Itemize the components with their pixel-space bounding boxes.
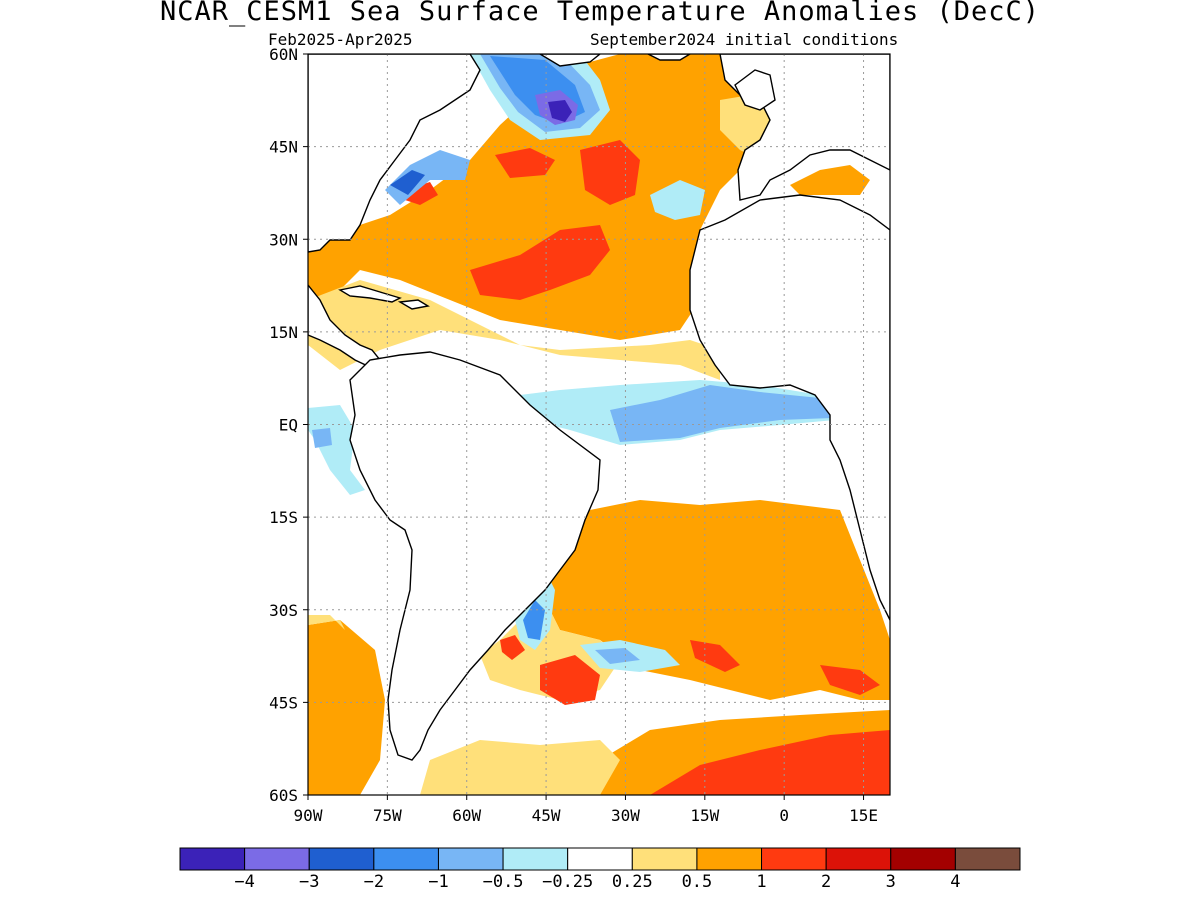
colorbar-label: 4 — [950, 872, 960, 892]
anomaly-region-pacific-cold — [308, 405, 365, 495]
colorbar-swatch — [825, 847, 892, 871]
colorbar-swatch — [761, 847, 827, 871]
anomaly-region-pacific-cold-mid — [312, 428, 332, 448]
anomaly-region-south-cold-mid — [595, 648, 640, 664]
colorbar-label: 1 — [756, 872, 766, 892]
colorbar-label: −0.5 — [483, 872, 524, 892]
greenland — [538, 54, 602, 67]
anomaly-region-brazil-cold-strong — [523, 600, 545, 640]
forecast-period: Feb2025-Apr2025 — [268, 30, 413, 49]
anomaly-region-strong-south-3 — [820, 665, 880, 695]
colorbar-swatch — [631, 847, 698, 871]
lat-tick-label: 15N — [269, 323, 298, 342]
colorbar-swatch — [696, 847, 763, 871]
british-isles — [734, 69, 776, 111]
anomaly-region-labrador-cold-center — [548, 100, 572, 122]
lat-tick-label: 45N — [269, 138, 298, 157]
anomaly-region-southeast-pacific-fringe — [308, 615, 345, 630]
anomaly-region-southeast-pacific — [308, 620, 385, 795]
anomaly-region-gulf — [308, 235, 360, 300]
colorbar-swatch — [437, 847, 504, 871]
hispaniola — [397, 299, 430, 310]
map-title: NCAR_CESM1 Sea Surface Temperature Anoma… — [159, 0, 1041, 27]
anomaly-region-azores-cold — [650, 180, 705, 220]
lat-tick-label: EQ — [279, 416, 298, 435]
lon-tick-label: 75W — [373, 806, 402, 825]
colorbar-label: −3 — [299, 872, 319, 892]
south-america — [349, 351, 601, 761]
africa — [689, 194, 890, 621]
colorbar-label: −2 — [364, 872, 384, 892]
colorbar-label: −4 — [234, 872, 254, 892]
colorbar-swatch — [502, 847, 569, 871]
colorbar-label: 2 — [821, 872, 831, 892]
lon-tick-label: 0 — [779, 806, 789, 825]
anomaly-region-strong-southern — [650, 730, 890, 795]
lat-tick-label: 60S — [269, 786, 298, 805]
colorbar-swatch — [954, 847, 1021, 871]
lat-tick-label: 45S — [269, 693, 298, 712]
colorbar-label: −1 — [428, 872, 448, 892]
lon-tick-label: 15W — [690, 806, 719, 825]
anomaly-region-mediterranean — [790, 165, 870, 195]
anomaly-region-north-atlantic — [330, 54, 800, 340]
anomaly-region-strong-south-1 — [540, 655, 600, 705]
initial-conditions-label: September2024 initial conditions — [590, 30, 899, 49]
anomaly-region-southern-yellow — [420, 740, 620, 795]
lon-tick-label: 30W — [611, 806, 640, 825]
colorbar-swatch — [567, 847, 633, 871]
lon-tick-label: 45W — [532, 806, 561, 825]
lat-tick-label: 15S — [269, 508, 298, 527]
colorbar-label: −0.25 — [542, 872, 593, 892]
anomaly-region-gulfstream-cold-strong — [390, 170, 425, 195]
anomaly-region-equatorial — [610, 385, 832, 442]
coastlines — [308, 54, 890, 761]
anomaly-region-strong-north-3 — [495, 148, 555, 178]
cuba — [338, 285, 402, 303]
colorbar-swatch — [308, 847, 375, 871]
colorbar-label: 0.5 — [682, 872, 713, 892]
colorbar-label: 0.25 — [612, 872, 653, 892]
iceland — [647, 54, 692, 61]
colorbar-swatch — [244, 847, 310, 871]
colorbar: −4 −3 −2 −1 −0.5 −0.25 0.25 0.5 1 2 3 4 — [179, 847, 1021, 892]
colorbar-label: 3 — [886, 872, 896, 892]
anomaly-region-strong-north-1 — [470, 225, 610, 300]
lon-tick-label: 15E — [849, 806, 878, 825]
lon-tick-label: 60W — [452, 806, 481, 825]
lat-tick-label: 60N — [269, 45, 298, 64]
lat-tick-label: 30N — [269, 230, 298, 249]
colorbar-swatch — [890, 847, 956, 871]
colorbar-swatch — [373, 847, 439, 871]
anomaly-region-strong-south-2 — [690, 640, 740, 672]
graticule — [308, 54, 890, 795]
lat-tick-label: 30S — [269, 601, 298, 620]
colorbar-swatch — [179, 847, 246, 871]
lon-tick-label: 90W — [294, 806, 323, 825]
anomaly-region-strong-brazil — [500, 635, 525, 660]
anomaly-shading — [308, 54, 890, 795]
